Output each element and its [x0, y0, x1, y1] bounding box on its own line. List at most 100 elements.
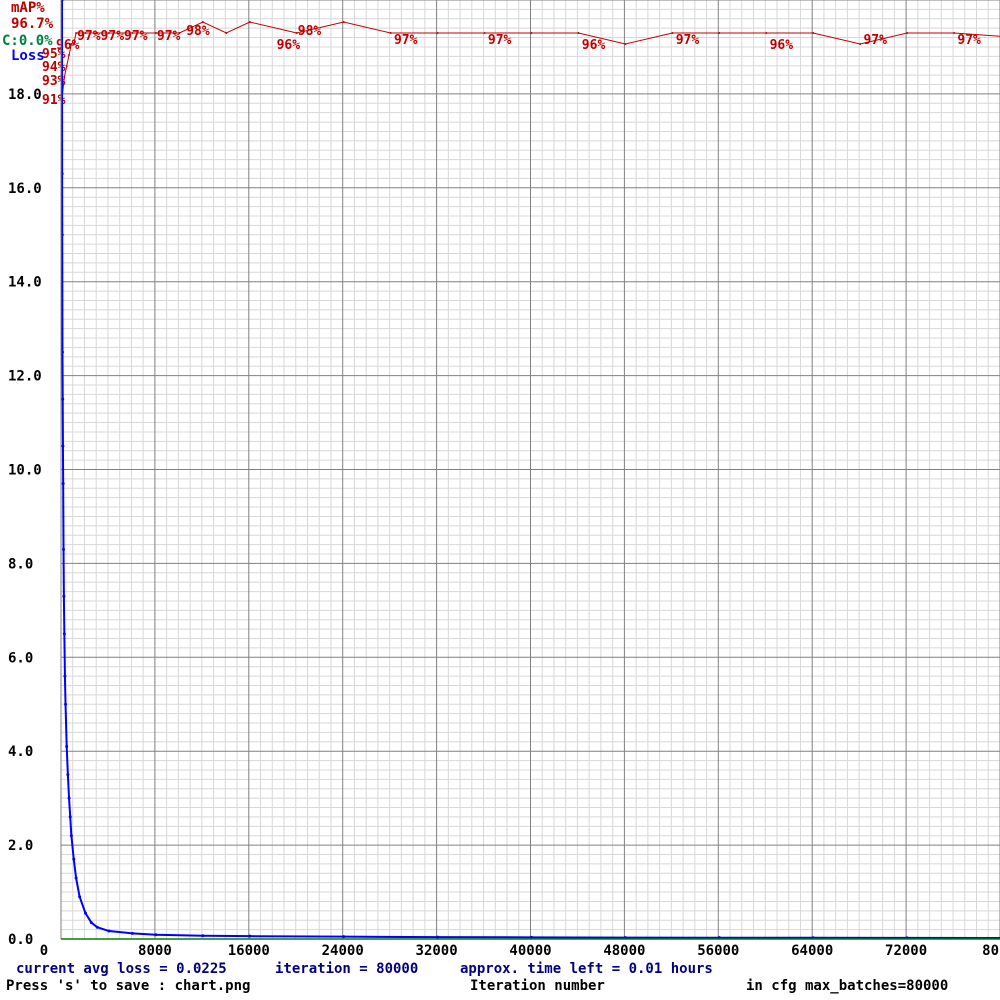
y-tick-label: 0.0: [8, 932, 33, 948]
x-tick-label: 24000: [322, 943, 364, 959]
legend-map-label: mAP%: [11, 0, 45, 16]
map-point: [225, 32, 228, 34]
map-annotation-label: 97%: [488, 33, 512, 48]
loss-point: [65, 745, 69, 749]
legend-c-label: C:0.0%: [2, 33, 53, 49]
footer-max-batches: in cfg max_batches=80000: [746, 978, 949, 994]
x-axis-ticks: 0 8000 16000 24000 32000 40000 48000 56000 64000…: [40, 943, 999, 959]
loss-point: [530, 935, 533, 939]
map-annotation-label: 96%: [770, 38, 794, 53]
map-point: [96, 32, 99, 34]
map-point: [530, 32, 533, 34]
x-tick-label: 0: [40, 943, 48, 959]
loss-point: [201, 934, 205, 938]
loss-point: [154, 933, 158, 937]
map-point: [248, 21, 251, 23]
map-point: [72, 43, 75, 45]
y-tick-label: 18.0: [8, 87, 42, 103]
y-axis-ticks: 0.0 2.0 4.0 6.0 8.0 10.0 12.0 14.0 16.0 18.0: [8, 87, 42, 948]
legend-loss-label: Loss: [11, 48, 45, 64]
map-series: [61, 21, 1000, 100]
loss-line: [61, 0, 1000, 939]
y-tick-label: 4.0: [8, 744, 33, 760]
map-annotation-label: 97%: [676, 33, 700, 48]
loss-point: [67, 796, 71, 800]
map-point: [812, 32, 815, 34]
x-tick-label: 40000: [509, 943, 551, 959]
map-annotation-label: 97%: [863, 33, 887, 48]
loss-point: [62, 547, 66, 551]
map-point: [68, 54, 71, 56]
map-point: [107, 32, 110, 34]
y-tick-label: 16.0: [8, 181, 42, 197]
loss-point: [61, 444, 65, 448]
map-point: [436, 32, 439, 34]
loss-point: [74, 876, 78, 880]
loss-point: [60, 350, 64, 354]
x-tick-label: 8000: [138, 943, 172, 959]
loss-point: [248, 934, 252, 938]
x-axis-label: Iteration number: [470, 978, 605, 994]
map-point: [154, 32, 157, 34]
loss-point: [107, 929, 111, 933]
legend-map-value: 96.7%: [11, 16, 54, 32]
x-tick-label: 64000: [791, 943, 833, 959]
loss-point: [436, 935, 440, 939]
map-point: [295, 32, 298, 34]
loss-point: [130, 931, 134, 935]
y-tick-label: 12.0: [8, 369, 42, 385]
loss-point: [66, 773, 70, 777]
y-tick-label: 10.0: [8, 463, 42, 479]
map-point: [765, 32, 768, 34]
map-point: [77, 32, 80, 34]
loss-point: [68, 815, 72, 819]
map-point: [63, 76, 66, 78]
map-point: [342, 21, 345, 23]
map-annotation-label: 98%: [186, 24, 210, 39]
loss-point: [64, 702, 68, 706]
map-point: [65, 65, 68, 67]
map-annotation-label: 95%: [42, 47, 66, 62]
loss-series: [60, 0, 1000, 940]
map-annotation-label: 97%: [124, 29, 148, 44]
y-tick-label: 6.0: [8, 650, 33, 666]
loss-point: [63, 674, 67, 678]
map-annotation-label: 93%: [42, 74, 66, 89]
map-point: [131, 32, 134, 34]
loss-point: [95, 925, 99, 929]
loss-point: [83, 911, 87, 915]
map-point: [75, 32, 78, 34]
x-tick-label: 16000: [228, 943, 270, 959]
map-annotation-label: 91%: [42, 93, 66, 108]
map-annotations: 91%93%94%95%96%97% 97% 97% 97% 98%96%98%97% 9…: [42, 24, 981, 108]
x-tick-label: 56000: [697, 943, 739, 959]
loss-point: [61, 482, 65, 486]
loss-point: [62, 632, 66, 636]
map-point: [859, 43, 862, 45]
map-annotation-label: 97%: [77, 29, 101, 44]
map-annotation-label: 96%: [277, 38, 301, 53]
map-point: [70, 43, 73, 45]
loss-point: [78, 895, 82, 899]
map-point: [953, 32, 956, 34]
map-point: [906, 32, 909, 34]
map-annotation-label: 97%: [394, 33, 418, 48]
footer-iteration: iteration = 80000: [275, 961, 419, 977]
map-point: [201, 21, 204, 23]
loss-point: [62, 594, 66, 598]
x-tick-label: 80: [982, 943, 999, 959]
y-tick-label: 8.0: [8, 556, 33, 572]
map-point: [84, 32, 87, 34]
map-annotation-label: 98%: [298, 24, 322, 39]
map-point: [577, 32, 580, 34]
loss-point: [72, 857, 76, 861]
map-annotation-label: 97%: [101, 29, 125, 44]
map-annotation-label: 97%: [157, 29, 181, 44]
map-point: [671, 32, 674, 34]
map-point: [624, 43, 627, 45]
map-annotation-label: 97%: [957, 33, 981, 48]
y-tick-label: 14.0: [8, 275, 42, 291]
footer-avg-loss: current avg loss = 0.0225: [16, 961, 227, 977]
footer-time-left: approx. time left = 0.01 hours: [460, 961, 713, 977]
